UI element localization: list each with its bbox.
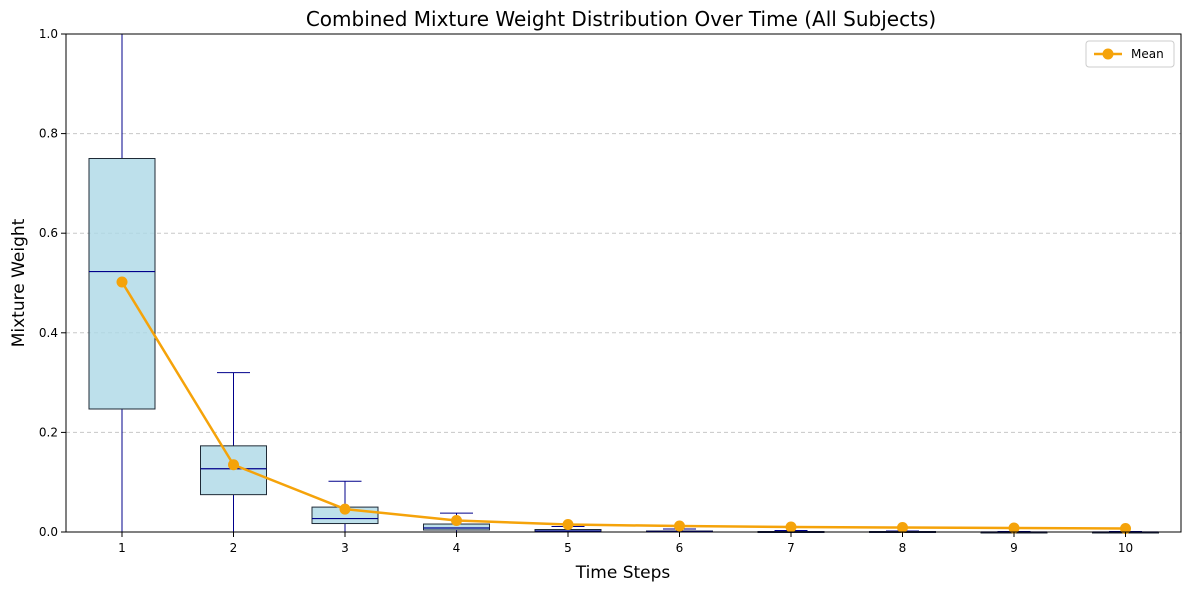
mean-point xyxy=(1120,523,1131,535)
chart-title: Combined Mixture Weight Distribution Ove… xyxy=(306,7,936,31)
x-tick-label: 9 xyxy=(1010,541,1018,555)
plot-area-frame xyxy=(65,33,1182,533)
y-axis-label: Mixture Weight xyxy=(9,218,29,347)
mean-layer xyxy=(116,276,1131,535)
x-tick-label: 8 xyxy=(899,541,907,555)
mean-line xyxy=(120,281,1126,530)
mean-point xyxy=(1008,522,1020,534)
x-tick-label: 7 xyxy=(787,541,795,555)
y-axis: 0.0 0.2 0.4 0.6 0.8 1.0 xyxy=(39,27,66,539)
x-tick-label: 4 xyxy=(453,541,461,555)
legend-mean-label: Mean xyxy=(1131,47,1164,61)
x-tick-label: 3 xyxy=(341,541,349,555)
mean-point xyxy=(562,519,574,531)
x-axis-label: Time Steps xyxy=(575,563,671,583)
mean-point xyxy=(897,522,908,534)
x-tick-label: 10 xyxy=(1118,541,1133,555)
y-tick-label: 0.8 xyxy=(39,127,58,141)
y-tick-label: 0.4 xyxy=(39,326,58,340)
x-tick-label: 5 xyxy=(564,541,572,555)
y-tick-label: 0.2 xyxy=(39,425,58,439)
x-axis: 1 2 3 4 5 6 7 8 9 10 xyxy=(118,532,1133,555)
mean-point xyxy=(339,503,351,515)
legend: Mean xyxy=(1085,40,1175,68)
box-layer xyxy=(88,33,1159,534)
y-tick-label: 0.6 xyxy=(39,226,58,240)
x-tick-label: 1 xyxy=(118,541,126,555)
y-tick-label: 0.0 xyxy=(39,525,58,539)
mean-point xyxy=(116,276,128,288)
x-tick-label: 6 xyxy=(676,541,684,555)
mean-point xyxy=(785,521,797,533)
grid-layer xyxy=(66,133,1181,433)
mean-point xyxy=(451,515,462,527)
mean-point xyxy=(228,459,239,471)
mean-point xyxy=(674,520,685,532)
legend-frame xyxy=(1085,40,1175,68)
y-tick-label: 1.0 xyxy=(39,27,58,41)
x-tick-label: 2 xyxy=(230,541,238,555)
legend-mean-marker xyxy=(1102,48,1114,60)
